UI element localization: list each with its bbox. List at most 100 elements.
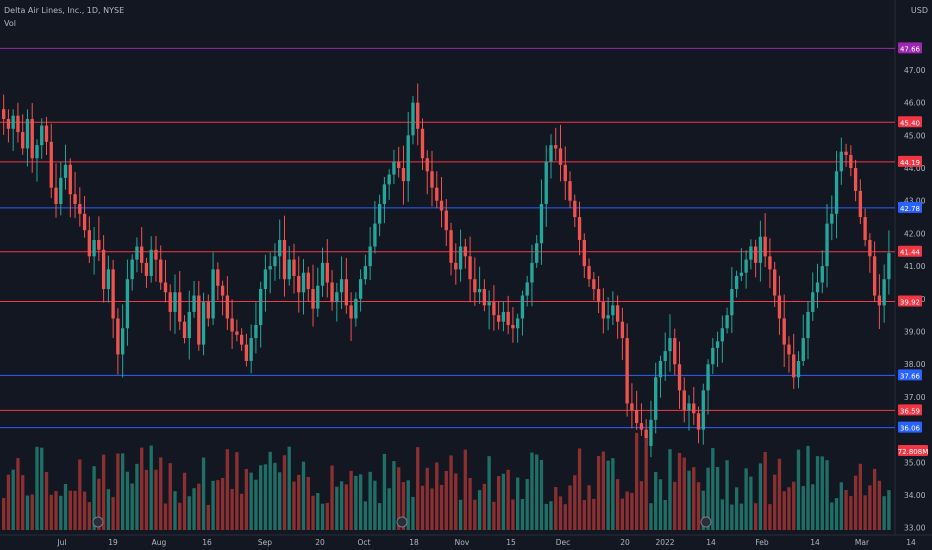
candle-body [530, 262, 534, 283]
candle-body [320, 262, 325, 286]
level-price-tag [898, 201, 922, 213]
candle-body [487, 302, 491, 306]
candle-body [577, 217, 582, 240]
volume-bar [539, 459, 544, 530]
volume-bar [368, 471, 372, 530]
candle-body [406, 135, 410, 182]
candle-body [63, 164, 68, 178]
volume-bar [401, 482, 406, 530]
candle-body [782, 318, 786, 345]
volume-bar [182, 472, 187, 530]
candle-body [206, 302, 210, 319]
volume-bar [801, 486, 805, 530]
volume-bar [477, 490, 482, 530]
candle-body [744, 259, 748, 273]
volume-bar [730, 504, 734, 530]
volume-bar [644, 437, 648, 530]
candle-body [425, 158, 429, 172]
candle-body [787, 344, 791, 355]
volume-bar [430, 488, 434, 530]
volume-bar [768, 504, 772, 530]
candle-body [6, 118, 11, 129]
candle-body [554, 145, 558, 149]
candle-body [230, 318, 234, 332]
volume-bar [273, 462, 277, 530]
volume-bar [535, 454, 539, 530]
candle-body [777, 295, 782, 319]
volume-bar [16, 458, 20, 530]
candle-body [11, 115, 15, 129]
volume-bar [244, 468, 249, 530]
candle-body [830, 213, 834, 224]
candle-body [611, 305, 615, 316]
price-axis-label: 37.00 [904, 393, 926, 402]
earnings-marker-icon [700, 516, 712, 528]
candle-body [244, 344, 249, 361]
candle-body [644, 429, 648, 446]
level-price-tag [898, 116, 922, 128]
candle-body [715, 341, 720, 348]
volume-bar [444, 470, 448, 530]
candle-body [682, 390, 686, 411]
volume-bar [363, 501, 368, 530]
volume-bar [487, 456, 491, 530]
candle-body [458, 246, 463, 270]
candle-body [568, 181, 572, 201]
candle-body [87, 230, 91, 257]
earnings-marker-icon [92, 516, 104, 528]
volume-bar [82, 491, 87, 530]
time-axis-label: 14 [706, 538, 716, 547]
time-axis-label: 18 [409, 538, 419, 547]
volume-bar [335, 486, 339, 530]
volume-bar [501, 473, 506, 530]
candle-body [178, 292, 182, 322]
candle-body [116, 318, 120, 355]
candle-body [601, 302, 606, 319]
volume-bar [140, 447, 144, 530]
candle-body [68, 164, 72, 195]
volume-bar [254, 479, 258, 530]
volume-bar [439, 484, 444, 530]
volume-bar [506, 469, 510, 530]
volume-bar [73, 490, 77, 530]
volume-bar [844, 489, 848, 530]
candle-body [297, 275, 301, 293]
level-price-tag [898, 155, 922, 167]
candle-body [454, 262, 458, 270]
level-price-tag-text: 45.40 [900, 119, 920, 127]
candle-body [354, 298, 358, 319]
candle-body [420, 128, 425, 159]
level-price-tag-text: 36.59 [900, 407, 920, 415]
volume-bar [582, 500, 586, 530]
time-axis-label: Dec [556, 538, 571, 547]
candle-body [225, 295, 230, 319]
level-price-tag-text: 36.06 [900, 425, 921, 433]
volume-bar [839, 482, 843, 530]
candle-body [135, 246, 139, 260]
volume-bar [87, 502, 91, 530]
volume-bar [21, 475, 25, 530]
volume-bar [815, 456, 820, 530]
volume-bar [344, 484, 349, 530]
candle-body [401, 168, 406, 182]
candle-body [2, 109, 6, 119]
candle-body [525, 282, 529, 296]
candle-body [815, 282, 820, 293]
candle-body [825, 223, 829, 267]
volume-value-tag-text: 72.808M [898, 448, 929, 456]
volume-bar [734, 487, 739, 530]
volume-bar [620, 498, 625, 530]
volume-bar [354, 475, 358, 530]
candle-body [397, 161, 401, 169]
candle-body [649, 419, 653, 446]
volume-bar [558, 496, 563, 530]
volume-bar [411, 496, 415, 530]
volume-bar [473, 499, 477, 530]
volume-bar [449, 455, 453, 530]
time-axis-label: Nov [455, 538, 470, 547]
level-price-tag [898, 245, 922, 257]
volume-bar [596, 455, 601, 530]
candle-body [273, 256, 277, 267]
volume-bar [106, 489, 111, 530]
